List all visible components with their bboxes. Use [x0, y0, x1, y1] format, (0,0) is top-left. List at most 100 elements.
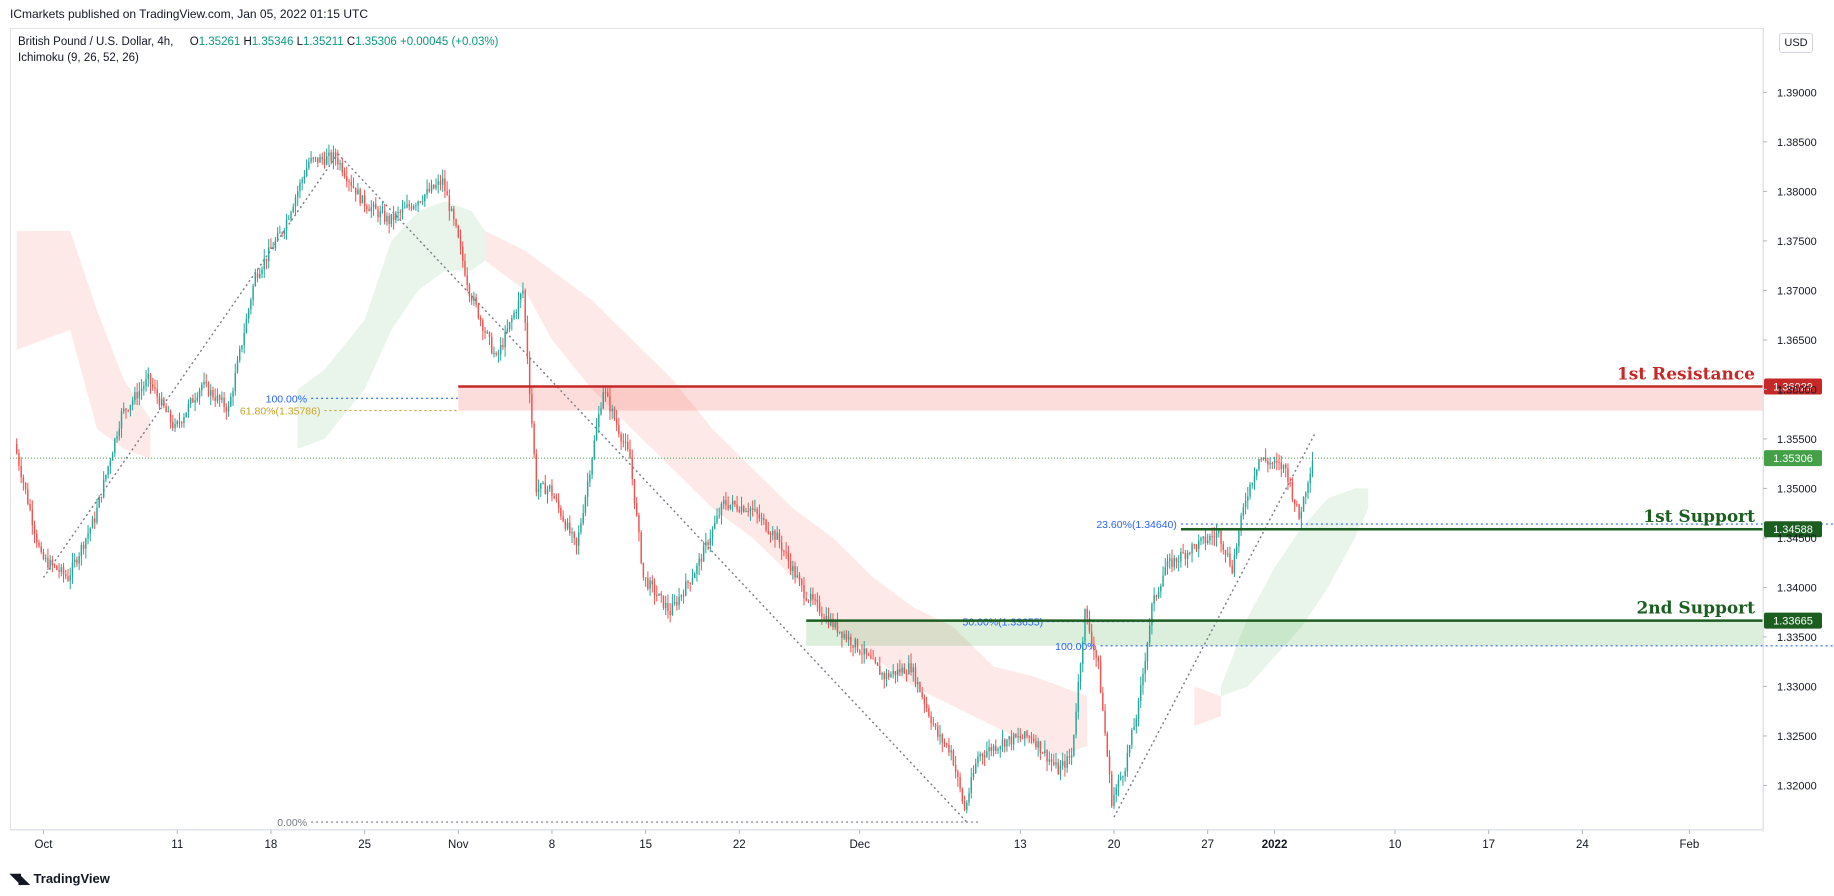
- candle-body: [961, 788, 964, 802]
- fibonacci-levels: 100.00%61.80%(1.35786)0.00%23.60%(1.3464…: [240, 393, 1834, 829]
- candle-body: [834, 621, 836, 627]
- candle-body: [1006, 739, 1008, 747]
- candle-body: [18, 453, 20, 466]
- candle-body: [974, 763, 977, 773]
- candle-body: [593, 440, 596, 459]
- candle-body: [80, 544, 83, 557]
- candle-body: [896, 669, 899, 676]
- candle-body: [785, 551, 787, 553]
- candle-body: [1244, 500, 1247, 508]
- candle-body: [419, 201, 422, 203]
- candle-body: [1082, 641, 1084, 665]
- candle-body: [439, 181, 442, 185]
- candle-body: [319, 156, 321, 163]
- candle-body: [832, 618, 834, 627]
- candle-body: [656, 594, 658, 596]
- candle-body: [98, 496, 100, 508]
- candle-body: [805, 598, 807, 601]
- candle-body: [1276, 460, 1278, 463]
- candle-body: [783, 550, 785, 552]
- candle-body: [598, 414, 600, 428]
- candle-body: [1017, 736, 1019, 738]
- candle-body: [1055, 762, 1057, 765]
- candle-body: [754, 509, 756, 511]
- candle-body: [201, 384, 203, 390]
- candle-body: [377, 209, 379, 218]
- candle-body: [734, 501, 736, 505]
- time-tick-label: 10: [1389, 839, 1402, 851]
- candle-body: [727, 505, 729, 509]
- candle-body: [769, 533, 772, 536]
- candle-body: [963, 801, 966, 810]
- cloud-segment: [1221, 488, 1369, 697]
- candle-body: [149, 373, 152, 385]
- candle-body: [1300, 511, 1303, 519]
- candle-body: [1296, 504, 1298, 506]
- candle-body: [399, 212, 402, 214]
- candle-body: [125, 408, 127, 411]
- candle-body: [76, 559, 78, 564]
- candle-body: [388, 215, 390, 225]
- candles: [15, 144, 1314, 814]
- candle-body: [809, 594, 812, 601]
- candle-body: [582, 512, 584, 524]
- candle-body: [537, 488, 540, 493]
- candle-body: [484, 330, 486, 333]
- candle-body: [524, 290, 526, 323]
- candle-body: [361, 195, 364, 204]
- candle-body: [94, 518, 96, 523]
- candle-body: [1097, 657, 1100, 662]
- candle-body: [952, 750, 955, 765]
- candle-body: [566, 522, 569, 529]
- candle-body: [948, 744, 950, 753]
- candle-body: [508, 322, 511, 329]
- candle-body: [221, 397, 223, 400]
- candle-body: [238, 348, 241, 361]
- level-price-badge: [1764, 612, 1822, 629]
- candle-body: [1122, 776, 1124, 778]
- candle-body: [792, 566, 794, 571]
- tradingview-logo-icon: ◥◣: [10, 870, 29, 886]
- candle-body: [647, 578, 649, 589]
- candle-body: [44, 557, 47, 559]
- candle-body: [375, 204, 377, 210]
- candle-body: [160, 398, 163, 406]
- candle-body: [988, 747, 990, 752]
- candle-body: [250, 300, 252, 310]
- candle-body: [689, 582, 691, 584]
- candle-body: [1164, 567, 1167, 576]
- candle-body: [901, 667, 903, 673]
- candle-body: [73, 559, 76, 563]
- candle-body: [1057, 762, 1059, 775]
- candle-body: [1037, 741, 1039, 748]
- currency-button[interactable]: USD: [1779, 33, 1813, 53]
- candle-body: [966, 802, 968, 810]
- candle-body: [649, 580, 651, 589]
- candle-body: [995, 745, 997, 751]
- candle-body: [841, 631, 843, 638]
- candle-body: [1169, 558, 1171, 561]
- candle-body: [185, 412, 187, 418]
- candle-body: [787, 552, 790, 561]
- price-tick-label: 1.33500: [1777, 632, 1817, 644]
- price-tick-label: 1.33000: [1777, 681, 1817, 693]
- candle-body: [584, 496, 587, 513]
- candle-body: [1271, 462, 1274, 464]
- candle-body: [711, 528, 714, 539]
- candle-body: [479, 317, 482, 321]
- candle-body: [1077, 682, 1080, 712]
- candle-body: [575, 537, 578, 546]
- candle-body: [138, 391, 141, 399]
- candle-body: [415, 205, 417, 207]
- footer-logo[interactable]: ◥◣ TradingView: [10, 870, 110, 887]
- candle-body: [992, 745, 995, 752]
- candle-body: [682, 595, 685, 597]
- trendline: [42, 153, 339, 578]
- candle-body: [912, 667, 914, 673]
- candle-body: [573, 532, 575, 538]
- candle-body: [870, 655, 872, 659]
- candle-body: [96, 507, 98, 523]
- candle-body: [145, 378, 147, 387]
- level-price-badge-text: 1.36029: [1773, 382, 1813, 394]
